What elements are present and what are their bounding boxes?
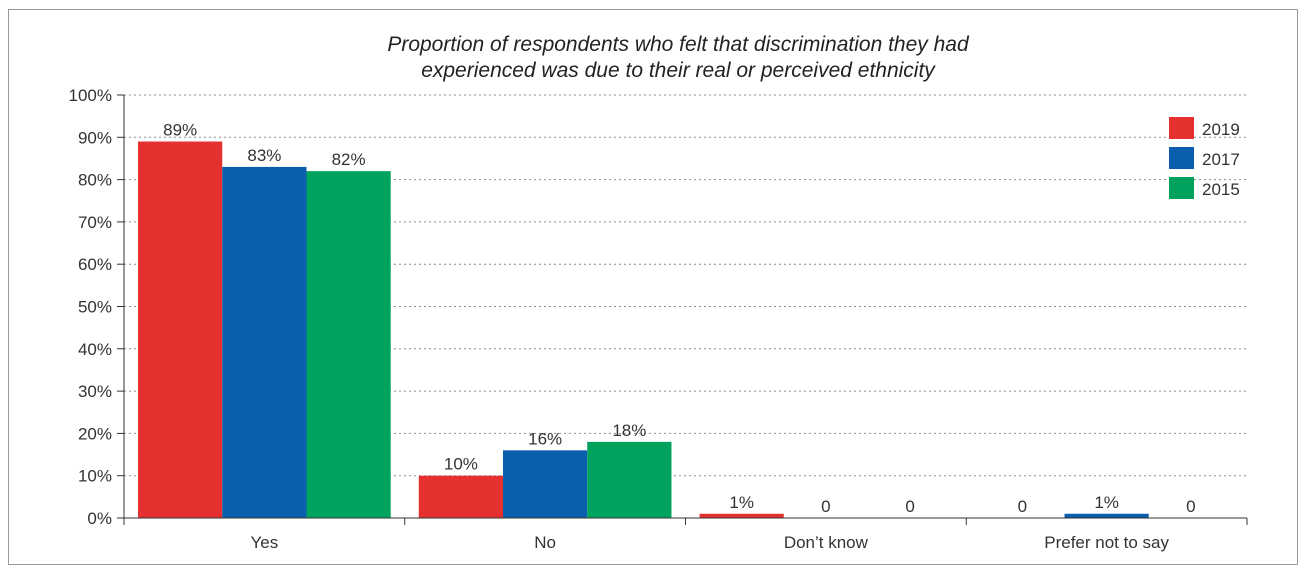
- y-tick-label: 40%: [78, 340, 112, 359]
- x-tick-label: Yes: [251, 533, 279, 552]
- legend-label: 2017: [1202, 150, 1240, 169]
- y-tick-label: 90%: [78, 128, 112, 147]
- axes: 0% 10% 20% 30% 40% 50% 60% 70% 80% 90% 100% Yes No Do…: [69, 86, 1248, 552]
- bar-2017: [222, 166, 307, 518]
- bar-2015: [587, 441, 672, 518]
- x-tick-label: Don’t know: [784, 533, 869, 552]
- y-tick-label: 80%: [78, 171, 112, 190]
- y-tick-label: 20%: [78, 424, 112, 443]
- data-label: 1%: [729, 493, 754, 512]
- legend: 2019 2017 2015: [1169, 117, 1240, 199]
- y-tick-label: 100%: [69, 86, 112, 105]
- legend-swatch: [1169, 177, 1194, 199]
- data-label: 89%: [163, 121, 197, 140]
- data-label: 10%: [444, 455, 478, 474]
- legend-swatch: [1169, 117, 1194, 139]
- bars: [138, 141, 1149, 518]
- legend-label: 2019: [1202, 120, 1240, 139]
- bar-2017: [503, 450, 588, 518]
- x-tick-label: No: [534, 533, 556, 552]
- value-labels: 89% 10% 1% 0 83% 16% 0 1% 82% 18% 0 0: [163, 121, 1195, 516]
- data-label: 18%: [612, 421, 646, 440]
- chart-title-line-2: experienced was due to their real or per…: [421, 59, 936, 82]
- data-label: 82%: [332, 150, 366, 169]
- x-tick-label: Prefer not to say: [1044, 533, 1169, 552]
- y-tick-label: 10%: [78, 467, 112, 486]
- data-label: 16%: [528, 429, 562, 448]
- data-label: 0: [905, 497, 914, 516]
- bar-2015: [306, 171, 391, 518]
- legend-label: 2015: [1202, 180, 1240, 199]
- data-label: 0: [1186, 497, 1195, 516]
- y-tick-label: 30%: [78, 382, 112, 401]
- y-tick-label: 60%: [78, 255, 112, 274]
- bar-2019: [138, 141, 223, 518]
- data-label: 1%: [1094, 493, 1119, 512]
- data-label: 0: [1018, 497, 1027, 516]
- bar-2017: [1064, 513, 1149, 518]
- data-label: 83%: [247, 146, 281, 165]
- y-tick-label: 70%: [78, 213, 112, 232]
- data-label: 0: [821, 497, 830, 516]
- chart-title-line-1: Proportion of respondents who felt that …: [387, 33, 970, 56]
- bar-2019: [699, 513, 784, 518]
- legend-swatch: [1169, 147, 1194, 169]
- y-tick-label: 0%: [87, 509, 112, 528]
- gridlines: [124, 94, 1247, 477]
- y-tick-label: 50%: [78, 298, 112, 317]
- bar-2019: [418, 475, 504, 518]
